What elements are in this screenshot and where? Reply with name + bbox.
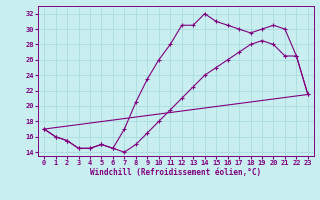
X-axis label: Windchill (Refroidissement éolien,°C): Windchill (Refroidissement éolien,°C) <box>91 168 261 177</box>
